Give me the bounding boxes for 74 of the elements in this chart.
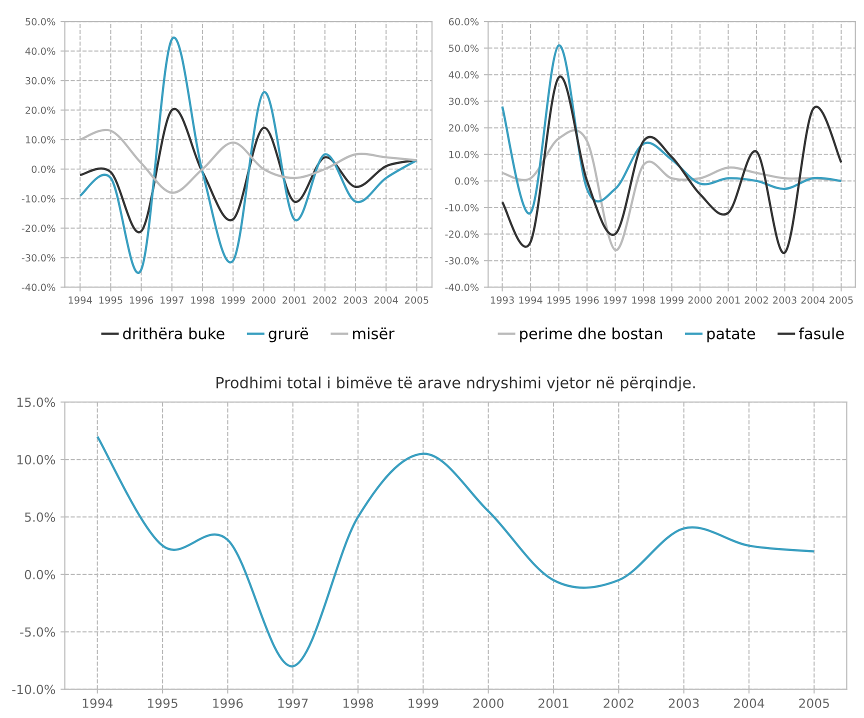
x-tick-label: 2001 (716, 296, 740, 304)
legend-label: grurë (268, 328, 308, 342)
y-tick-label: 20.0% (26, 106, 56, 114)
y-tick-label: 15.0% (17, 398, 56, 408)
x-tick-label: 1994 (519, 296, 542, 304)
legend-label: fasule (798, 328, 844, 340)
y-tick-label: -30.0% (445, 257, 479, 264)
x-tick-label: 1998 (343, 698, 374, 708)
x-tick-label: 2003 (773, 296, 796, 304)
y-tick-label: 20.0% (448, 124, 479, 132)
x-tick-label: 2001 (282, 296, 306, 304)
y-tick-label: 10.0% (26, 136, 56, 144)
y-tick-label: 0.0% (32, 166, 56, 173)
x-tick-label: 1998 (632, 296, 656, 304)
x-tick-label: 1999 (660, 296, 684, 304)
x-tick-label: 1994 (68, 296, 92, 304)
x-tick-label: 1995 (547, 296, 570, 304)
y-tick-label: 5.0% (24, 512, 56, 522)
y-tick-label: 40.0% (25, 48, 56, 55)
y-tick-label: -5.0% (20, 627, 56, 637)
x-tick-label: 2005 (405, 296, 428, 304)
y-tick-label: -10.0% (445, 204, 479, 212)
x-tick-label: 2000 (688, 296, 712, 304)
y-tick-label: 50.0% (26, 18, 56, 26)
x-tick-label: 1996 (130, 296, 154, 304)
x-tick-label: 1999 (222, 296, 245, 304)
line-series (501, 44, 842, 214)
legend-label: drithëra buke (123, 328, 224, 340)
x-tick-label: 1997 (604, 296, 627, 304)
x-tick-label: 2004 (801, 296, 825, 304)
legend-label: misër (353, 328, 394, 340)
y-tick-label: -40.0% (445, 284, 479, 292)
x-tick-label: 2002 (744, 296, 768, 304)
x-tick-label: 1998 (191, 296, 214, 304)
x-tick-label: 2000 (473, 698, 504, 708)
x-tick-label: 2001 (538, 698, 568, 708)
y-tick-label: 40.0% (448, 71, 479, 79)
legend-label: perime dhe bostan (520, 328, 662, 342)
y-tick-label: 10.0% (449, 150, 479, 158)
y-tick-label: -20.0% (445, 230, 479, 238)
x-tick-label: 2003 (668, 698, 699, 708)
y-tick-label: 30.0% (26, 77, 56, 84)
y-tick-label: 50.0% (449, 44, 479, 52)
x-tick-label: 2004 (734, 698, 764, 708)
y-tick-label: -40.0% (22, 284, 56, 292)
x-tick-label: 1993 (490, 296, 514, 304)
line-series (501, 76, 842, 254)
y-tick-label: -10.0% (12, 684, 56, 694)
y-tick-label: 60.0% (448, 18, 479, 26)
x-tick-label: 1995 (148, 698, 178, 708)
x-tick-label: 1996 (213, 698, 243, 708)
y-tick-label: -10.0% (22, 195, 56, 202)
y-tick-label: 10.0% (17, 454, 56, 464)
y-tick-label: -30.0% (22, 254, 56, 262)
x-tick-label: 2003 (344, 296, 368, 304)
x-tick-label: 1999 (408, 698, 438, 708)
y-tick-label: -20.0% (22, 224, 56, 232)
chart-title: Prodhimi total i bimëve të arave ndryshimi vjetor në përqindje. (216, 376, 695, 392)
x-tick-label: 2005 (830, 296, 853, 304)
x-tick-label: 1994 (82, 698, 113, 708)
x-tick-label: 2004 (374, 296, 398, 304)
line-series (96, 435, 816, 668)
x-tick-label: 2002 (313, 296, 336, 304)
x-tick-label: 1997 (160, 296, 184, 304)
x-tick-label: 2002 (604, 698, 634, 708)
x-tick-label: 1997 (278, 698, 308, 708)
x-tick-label: 2000 (252, 296, 276, 304)
y-tick-label: 30.0% (448, 98, 479, 106)
x-tick-label: 1995 (99, 296, 122, 304)
legend-label: patate (707, 328, 755, 342)
x-tick-label: 1996 (576, 296, 599, 304)
y-tick-label: 0.0% (24, 570, 56, 580)
y-tick-label: 0.0% (455, 177, 479, 185)
x-tick-label: 2005 (799, 698, 829, 708)
